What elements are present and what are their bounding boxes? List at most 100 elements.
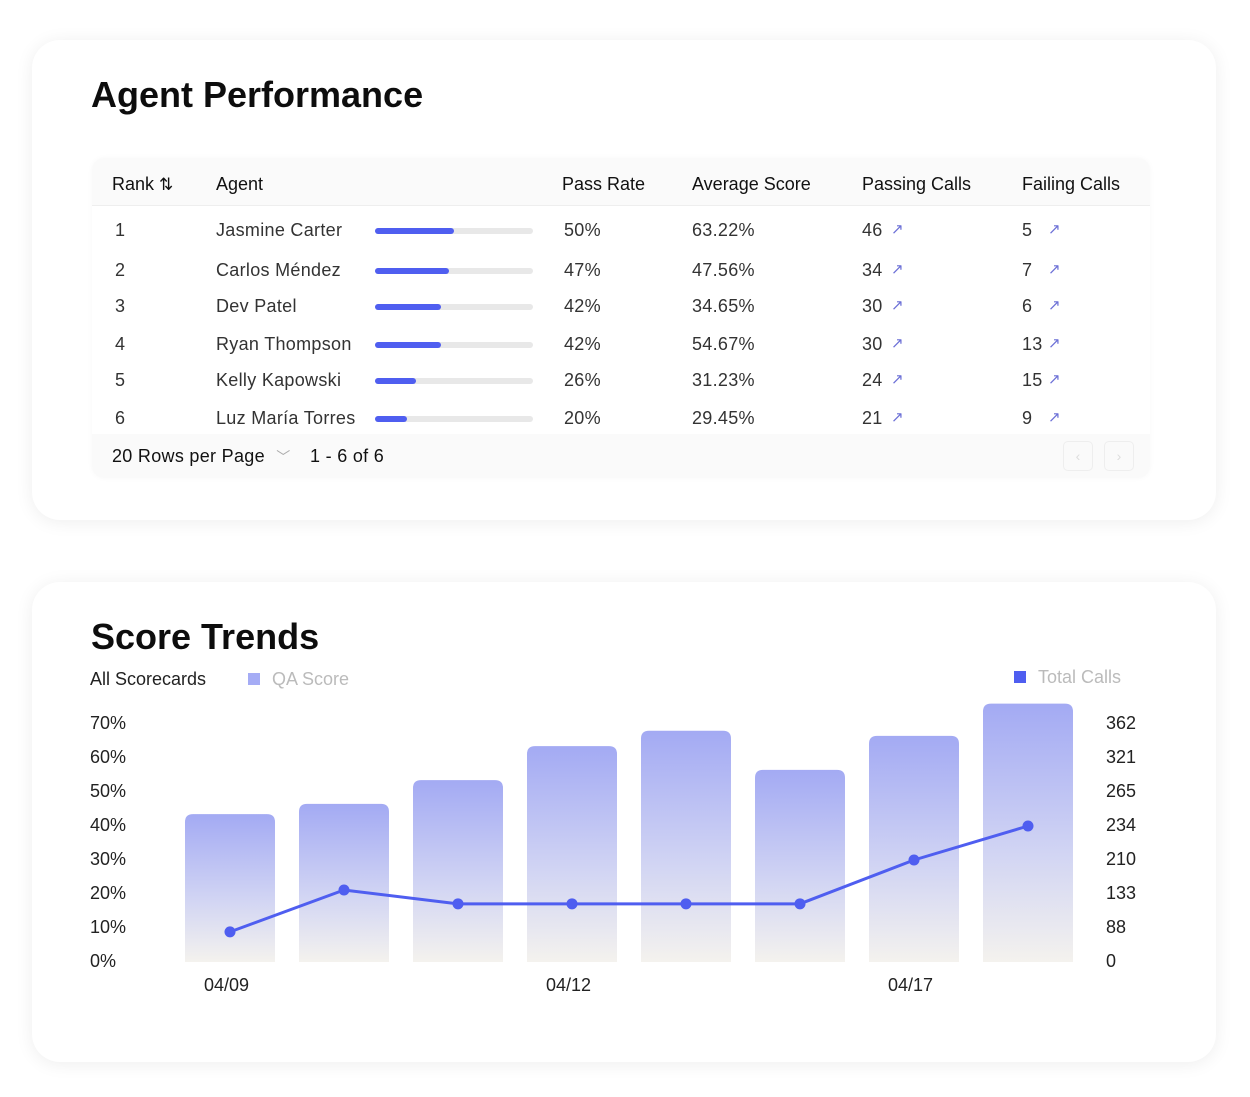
external-link-arrow-icon[interactable]: ↗ <box>1048 261 1061 278</box>
external-link-arrow-icon[interactable]: ↗ <box>891 261 904 278</box>
pass-rate-cell: 20% <box>564 408 601 428</box>
agent-name[interactable]: Carlos Méndez <box>216 260 341 280</box>
qa-score-bar[interactable] <box>527 746 617 962</box>
external-link-arrow-icon[interactable]: ↗ <box>891 221 904 238</box>
y-tick-left: 50% <box>90 781 127 801</box>
column-average-score: Average Score <box>692 174 811 194</box>
total-calls-line <box>229 824 1029 934</box>
external-link-arrow-icon[interactable]: ↗ <box>891 371 904 388</box>
total-calls-point[interactable] <box>338 884 350 896</box>
next-page-button[interactable]: › <box>1104 441 1134 471</box>
rows-per-page-select[interactable]: 20 Rows per Page ﹀ <box>112 446 291 467</box>
qa-score-bar[interactable] <box>299 803 389 962</box>
y-tick-right: 362 <box>1106 713 1137 733</box>
y-tick-right: 321 <box>1106 747 1137 767</box>
column-pass-rate: Pass Rate <box>562 174 646 194</box>
page-title: Agent Performance <box>91 74 424 115</box>
qa-score-bar[interactable] <box>869 735 959 962</box>
failing-calls-cell: 13 <box>1022 334 1043 354</box>
failing-calls-cell: 7 <box>1022 260 1033 280</box>
failing-calls-cell: 9 <box>1022 408 1033 428</box>
pass-rate-bar <box>375 304 533 310</box>
column-passing-calls: Passing Calls <box>862 174 972 194</box>
pass-rate-fill <box>375 304 442 310</box>
y-tick-left: 0% <box>90 951 117 971</box>
y-tick-right: 88 <box>1106 917 1127 937</box>
total-calls-point[interactable] <box>452 898 464 910</box>
rank-cell: 3 <box>115 296 126 316</box>
external-link-arrow-icon[interactable]: ↗ <box>891 297 904 314</box>
table-row[interactable]: 1 Jasmine Carter 50% 63.22% 46 ↗ 5 ↗ <box>92 216 1150 246</box>
y-tick-right: 133 <box>1106 883 1137 903</box>
total-calls-point[interactable] <box>1022 820 1034 832</box>
y-tick-left: 20% <box>90 883 127 903</box>
passing-calls-cell: 34 <box>862 260 883 280</box>
agent-name[interactable]: Luz María Torres <box>216 408 356 428</box>
scorecard-filter[interactable]: All Scorecards <box>90 669 207 689</box>
passing-calls-cell: 46 <box>862 220 883 240</box>
agent-name[interactable]: Kelly Kapowski <box>216 370 342 390</box>
column-rank[interactable]: Rank ⇅ <box>112 174 173 195</box>
rank-cell: 6 <box>115 408 126 428</box>
column-failing-calls: Failing Calls <box>1022 174 1121 194</box>
table-row[interactable]: 6 Luz María Torres 20% 29.45% 21 ↗ 9 ↗ <box>92 404 1150 434</box>
y-tick-left: 30% <box>90 849 127 869</box>
pass-rate-cell: 26% <box>564 370 601 390</box>
y-tick-right: 0 <box>1106 951 1117 971</box>
rank-cell: 2 <box>115 260 126 280</box>
legend-swatch <box>1014 671 1026 683</box>
table-row[interactable]: 3 Dev Patel 42% 34.65% 30 ↗ 6 ↗ <box>92 292 1150 322</box>
qa-score-bar[interactable] <box>413 780 503 962</box>
total-calls-point[interactable] <box>794 898 806 910</box>
pass-rate-fill <box>375 378 417 384</box>
x-tick: 04/09 <box>204 975 250 995</box>
rank-cell: 5 <box>115 370 126 390</box>
score-trends-card: Score Trends All Scorecards QA Score Tot… <box>32 582 1216 1062</box>
table-row[interactable]: 2 Carlos Méndez 47% 47.56% 34 ↗ 7 ↗ <box>92 256 1150 286</box>
external-link-arrow-icon[interactable]: ↗ <box>1048 297 1061 314</box>
qa-score-bar[interactable] <box>185 814 275 962</box>
external-link-arrow-icon[interactable]: ↗ <box>1048 335 1061 352</box>
qa-score-bar[interactable] <box>983 703 1073 962</box>
external-link-arrow-icon[interactable]: ↗ <box>1048 221 1061 238</box>
qa-score-bar[interactable] <box>755 769 845 962</box>
sort-arrows-icon[interactable]: ⇅ <box>159 175 174 194</box>
total-calls-point[interactable] <box>908 854 920 866</box>
y-tick-left: 40% <box>90 815 127 835</box>
legend-qa-score[interactable]: QA Score <box>248 669 349 690</box>
legend-total-calls[interactable]: Total Calls <box>1014 667 1121 688</box>
average-score-cell: 29.45% <box>692 408 755 428</box>
average-score-cell: 31.23% <box>692 370 755 390</box>
rows-per-page-label: 20 Rows per Page <box>112 446 265 466</box>
pass-rate-bar <box>375 342 533 348</box>
passing-calls-cell: 30 <box>862 296 883 316</box>
legend-swatch <box>248 673 260 685</box>
agent-name[interactable]: Ryan Thompson <box>216 334 352 354</box>
qa-score-bar[interactable] <box>641 730 731 962</box>
pass-rate-cell: 47% <box>564 260 601 280</box>
external-link-arrow-icon[interactable]: ↗ <box>1048 371 1061 388</box>
agent-name[interactable]: Dev Patel <box>216 296 297 316</box>
chevron-down-icon: ﹀ <box>276 449 291 465</box>
y-tick-right: 265 <box>1106 781 1137 801</box>
legend-label: Total Calls <box>1038 667 1122 687</box>
failing-calls-cell: 5 <box>1022 220 1033 240</box>
external-link-arrow-icon[interactable]: ↗ <box>891 335 904 352</box>
table-header: Rank ⇅ Agent Pass Rate Average Score Pas… <box>92 158 1150 206</box>
x-tick: 04/17 <box>888 975 934 995</box>
section-title: Score Trends <box>91 616 320 657</box>
external-link-arrow-icon[interactable]: ↗ <box>1048 409 1061 426</box>
legend-label: QA Score <box>272 669 350 689</box>
pass-rate-fill <box>375 228 454 234</box>
total-calls-point[interactable] <box>224 926 236 938</box>
average-score-cell: 47.56% <box>692 260 755 280</box>
table-row[interactable]: 5 Kelly Kapowski 26% 31.23% 24 ↗ 15 ↗ <box>92 366 1150 396</box>
total-calls-point[interactable] <box>566 898 578 910</box>
prev-page-button[interactable]: ‹ <box>1063 441 1093 471</box>
y-tick-left: 70% <box>90 713 127 733</box>
total-calls-point[interactable] <box>680 898 692 910</box>
table-row[interactable]: 4 Ryan Thompson 42% 54.67% 30 ↗ 13 ↗ <box>92 330 1150 360</box>
external-link-arrow-icon[interactable]: ↗ <box>891 409 904 426</box>
y-tick-left: 60% <box>90 747 127 767</box>
agent-name[interactable]: Jasmine Carter <box>216 220 343 240</box>
